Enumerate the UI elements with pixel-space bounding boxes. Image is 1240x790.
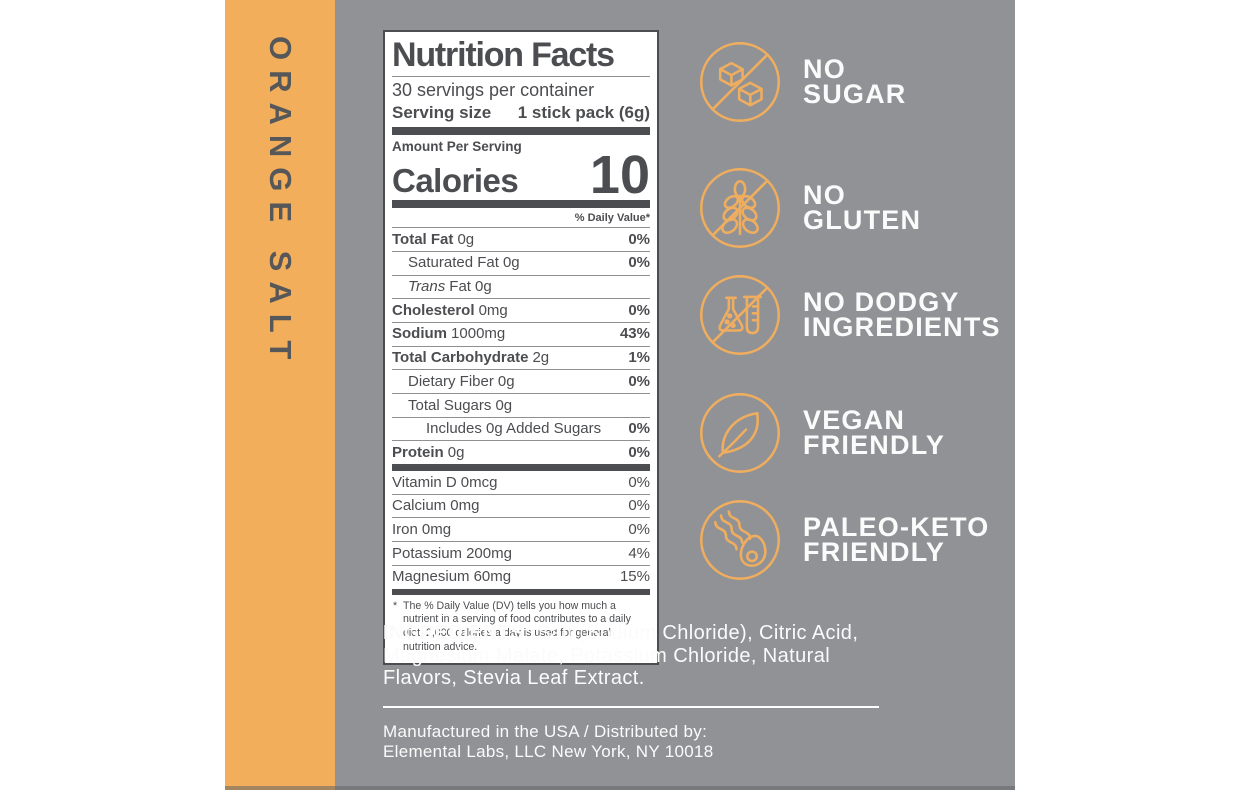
- daily-value: 0%: [628, 254, 650, 272]
- paleo-keto-friendly-icon: [700, 500, 780, 580]
- claim-no-dodgy-ingredients: NO DODGY INGREDIENTS: [697, 272, 1001, 358]
- claim-paleo-keto-friendly: PALEO-KETO FRIENDLY: [697, 497, 990, 583]
- calories-row: Calories 10: [392, 145, 650, 206]
- amount-per-serving-label: Amount Per Serving: [392, 139, 522, 155]
- daily-value: 1%: [628, 349, 650, 367]
- nutrition-facts-panel: Nutrition Facts 30 servings per containe…: [383, 30, 659, 665]
- manufactured-line2: Elemental Labs, LLC New York, NY 10018: [383, 742, 714, 761]
- calories-value: 10: [589, 145, 650, 206]
- ingredients-section: INGREDIENTS: Salt (Sodium Chloride), Cit…: [383, 622, 888, 690]
- nutrient-row-protein: Protein 0g 0%: [392, 443, 650, 461]
- daily-value: 0%: [628, 420, 650, 438]
- nutrient-row-calcium: Calcium 0mg 0%: [392, 495, 650, 519]
- ingredients-label: INGREDIENTS:: [383, 622, 532, 644]
- nutrient-row-dietary-fiber: Dietary Fiber 0g 0%: [392, 370, 650, 394]
- daily-value: 0%: [628, 473, 650, 491]
- daily-value: 0%: [628, 520, 650, 538]
- nutrient-row-sodium: Sodium 1000mg 43%: [392, 323, 650, 347]
- daily-value: 0%: [628, 230, 650, 248]
- nutrient-row-added-sugars: Includes 0g Added Sugars 0%: [392, 418, 650, 442]
- nutrient-row-iron: Iron 0mg 0%: [392, 518, 650, 543]
- claim-text: VEGAN FRIENDLY: [803, 405, 946, 460]
- divider-rule: [383, 706, 879, 708]
- ingredients-text: Salt (Sodium Chloride), Citric Acid, Mag…: [383, 622, 859, 689]
- serving-size-label: Serving size: [392, 103, 492, 123]
- servings-per-container: 30 servings per container: [392, 80, 595, 101]
- claim-text: NO DODGY INGREDIENTS: [803, 287, 1001, 342]
- nutrient-row-potassium: Potassium 200mg 4%: [392, 542, 650, 566]
- nutrient-row-total-sugars: Total Sugars 0g: [392, 394, 650, 418]
- daily-value: 0%: [628, 301, 650, 319]
- manufactured-line1: Manufactured in the USA / Distributed by…: [383, 722, 708, 741]
- vegan-friendly-icon: [700, 393, 780, 473]
- serving-size-row: Serving size 1 stick pack (6g): [392, 102, 650, 127]
- serving-size-value: 1 stick pack (6g): [517, 103, 650, 123]
- daily-value: 0%: [628, 497, 650, 515]
- claim-no-gluten: NO GLUTEN: [697, 165, 921, 251]
- bottom-edge-strip: [225, 786, 1015, 790]
- nutrient-row-trans-fat: Trans Fat 0g: [392, 276, 650, 300]
- medium-divider-bar: [392, 588, 650, 595]
- daily-value: 43%: [619, 325, 650, 343]
- daily-value-header: % Daily Value*: [392, 208, 650, 229]
- nutrient-row-total-carbohydrate: Total Carbohydrate 2g 1%: [392, 347, 650, 371]
- manufacturer-info: Manufactured in the USA / Distributed by…: [383, 722, 714, 762]
- nutrient-row-magnesium: Magnesium 60mg 15%: [392, 568, 650, 586]
- daily-value: 0%: [628, 372, 650, 390]
- thick-divider-bar: [392, 127, 650, 136]
- no-sugar-icon: [700, 42, 780, 122]
- nutrient-row-saturated-fat: Saturated Fat 0g 0%: [392, 252, 650, 276]
- nutrient-row-vitamin-d: Vitamin D 0mcg 0%: [392, 471, 650, 495]
- daily-value: 15%: [619, 568, 650, 586]
- nutrition-facts-title: Nutrition Facts: [392, 36, 650, 78]
- claim-text: PALEO-KETO FRIENDLY: [803, 512, 990, 567]
- daily-value: 0%: [628, 443, 650, 461]
- daily-value-footnote: * The % Daily Value (DV) tells you how m…: [393, 599, 631, 653]
- flavor-name-text: ORANGE SALT: [263, 36, 298, 370]
- thick-divider-bar: [392, 200, 650, 209]
- no-dodgy-ingredients-icon: [700, 275, 780, 355]
- claim-text: NO SUGAR: [803, 54, 907, 109]
- medium-divider-bar: [392, 464, 650, 472]
- claim-vegan-friendly: VEGAN FRIENDLY: [697, 390, 945, 476]
- flavor-name-vertical: ORANGE SALT: [225, 0, 335, 790]
- no-gluten-icon: [700, 168, 780, 248]
- daily-value: 4%: [628, 544, 650, 562]
- nutrient-row-total-fat: Total Fat 0g 0%: [392, 228, 650, 252]
- claim-text: NO GLUTEN: [803, 180, 922, 235]
- claim-no-sugar: NO SUGAR: [697, 39, 907, 125]
- nutrient-row-cholesterol: Cholesterol 0mg 0%: [392, 299, 650, 323]
- calories-label: Calories: [392, 161, 519, 199]
- orange-flavor-stripe: [225, 0, 335, 790]
